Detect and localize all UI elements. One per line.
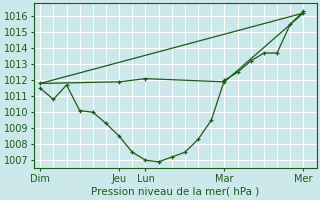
X-axis label: Pression niveau de la mer( hPa ): Pression niveau de la mer( hPa ) [91, 187, 259, 197]
